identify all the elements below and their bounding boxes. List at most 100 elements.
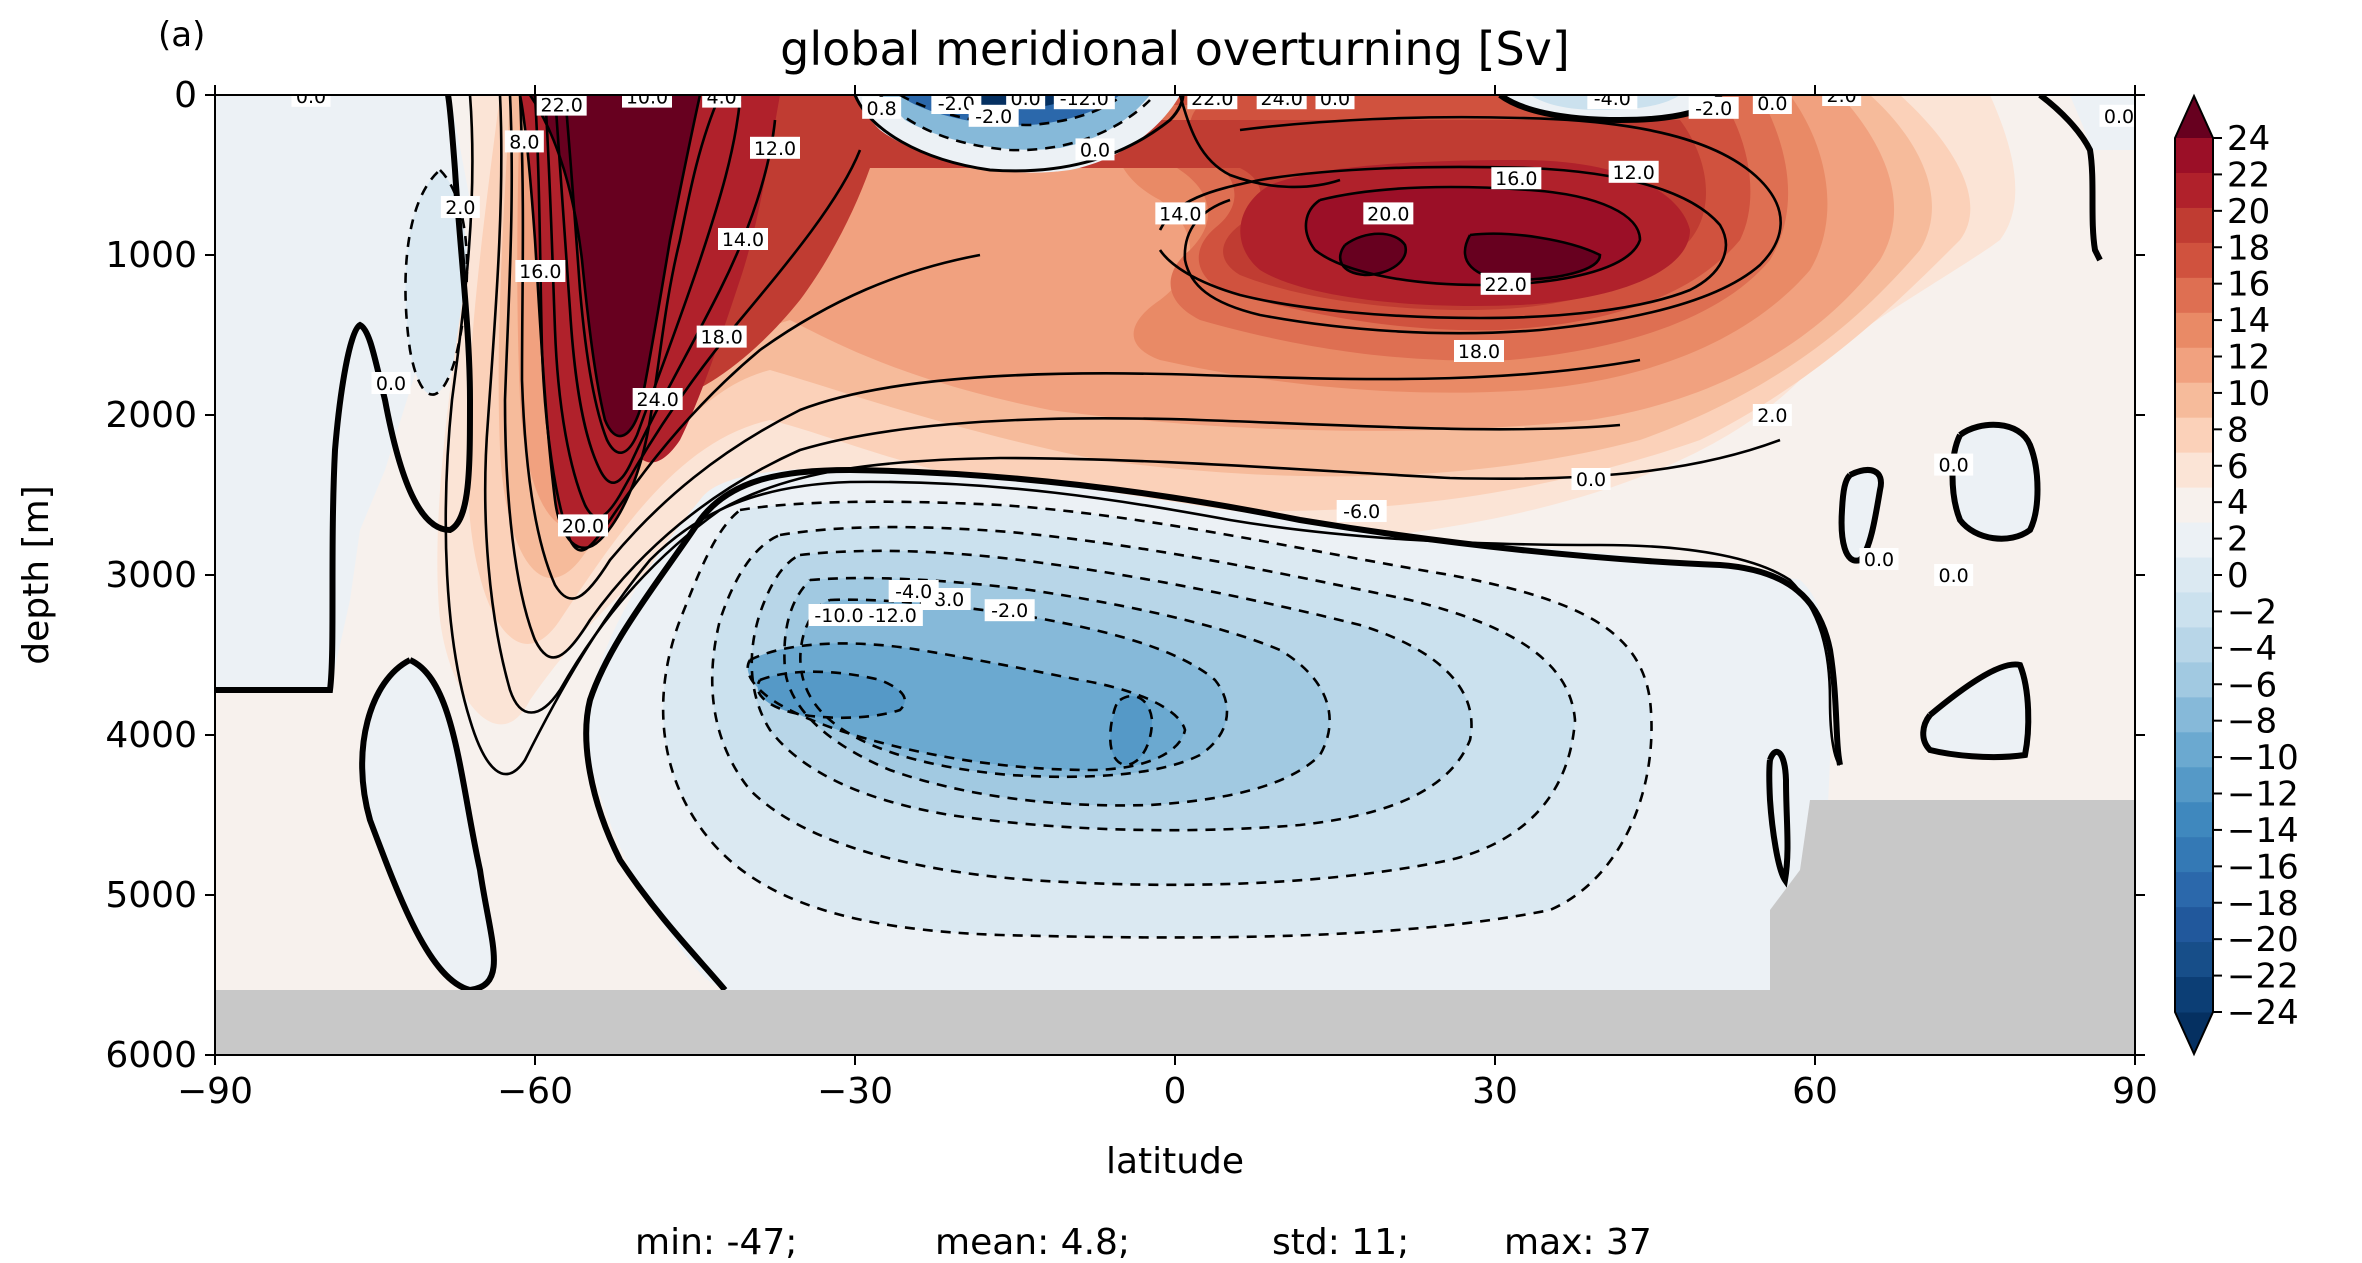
- contour-label: 10.0: [622, 87, 672, 109]
- colorbar-tick-label: 12: [2227, 338, 2270, 378]
- contour-label: -2.0: [968, 104, 1019, 128]
- y-tick-label: 6000: [105, 1035, 197, 1076]
- colorbar-tick-label: −22: [2227, 957, 2299, 997]
- y-axis: 0 1000 2000 3000 4000 5000 6000: [105, 75, 2145, 1076]
- contour-line-aby-2: [661, 500, 1653, 939]
- colorbar-band: [2175, 452, 2213, 489]
- colorbar-tick-label: 2: [2227, 520, 2249, 560]
- colorbar-tick-label: −18: [2227, 884, 2299, 924]
- svg-text:12.0: 12.0: [754, 138, 796, 160]
- svg-text:0.0: 0.0: [296, 86, 326, 108]
- contour-label: 16.0: [1491, 167, 1542, 190]
- colorbar-tick-label: −16: [2227, 847, 2299, 887]
- colorbar-tick-label: −20: [2227, 920, 2299, 960]
- colorbar-band: [2175, 732, 2213, 768]
- colorbar-extend-bottom: [2175, 1012, 2213, 1054]
- contour-line-trop-neg-2: [879, 95, 1151, 152]
- svg-text:2.0: 2.0: [1827, 85, 1857, 107]
- svg-text:2.0: 2.0: [1757, 405, 1787, 427]
- contour-line-aby-6: [750, 549, 1473, 832]
- contour-line-n-island-4: [2038, 95, 2103, 262]
- svg-text:-4.0: -4.0: [1594, 88, 1631, 110]
- svg-text:0.0: 0.0: [2104, 106, 2134, 128]
- colorbar-band: [2175, 977, 2213, 1013]
- svg-text:14.0: 14.0: [722, 229, 764, 251]
- fill-nh-core-22b: [1464, 233, 1600, 280]
- contour-label: 0.0: [1006, 88, 1046, 110]
- contour-label: 0.0: [291, 86, 331, 108]
- stat-min: min: -47;: [635, 1222, 797, 1263]
- y-tick-label: 1000: [105, 235, 197, 276]
- colorbar-band: [2175, 837, 2213, 873]
- svg-text:2.0: 2.0: [445, 197, 475, 219]
- contour-label: 16.0: [515, 260, 566, 283]
- contour-line-nh-20: [1304, 185, 1642, 287]
- y-tick-label: 3000: [105, 555, 197, 596]
- contour-label: 8.0: [504, 130, 544, 153]
- contour-label: 0.0: [1075, 138, 1115, 161]
- contour-line-upper-10: [533, 95, 981, 552]
- colorbar-tick-label: 14: [2227, 301, 2270, 341]
- svg-text:24.0: 24.0: [1261, 88, 1303, 110]
- fill-south-neg-island: [362, 660, 494, 990]
- svg-text:-2.0: -2.0: [975, 106, 1012, 128]
- svg-text:0.0: 0.0: [1939, 565, 1969, 587]
- contour-label: -12.0: [1053, 95, 1115, 110]
- svg-text:22.0: 22.0: [1485, 274, 1527, 296]
- contour-label: -4.0: [1587, 88, 1638, 110]
- contour-line-aby-4: [710, 525, 1577, 887]
- svg-text:-6.0: -6.0: [1343, 501, 1380, 523]
- colorbar-band: [2175, 697, 2213, 733]
- y-tick-label: 5000: [105, 875, 197, 916]
- colorbar-band: [2175, 767, 2213, 803]
- colorbar-band: [2175, 347, 2213, 384]
- y-tick-label: 2000: [105, 395, 197, 436]
- contour-line-nh-2: [1178, 95, 1341, 189]
- svg-text:10.0: 10.0: [626, 87, 668, 109]
- colorbar-tick-label: −8: [2227, 702, 2277, 742]
- fill-south-neg-inner: [405, 170, 467, 395]
- contour-line-nh-8: [1158, 165, 1728, 320]
- contour-label: 2.0: [440, 196, 480, 219]
- contour-label: 0.0: [1859, 548, 1899, 571]
- contour-label: 0.0: [1934, 453, 1974, 477]
- contour-line-upper-4: [483, 95, 1781, 714]
- y-tick-label: 4000: [105, 715, 197, 756]
- contour-line-upper-2: [444, 95, 1842, 776]
- colorbar-tick-label: −2: [2227, 592, 2277, 632]
- colorbar-band: [2175, 382, 2213, 419]
- svg-text:-2.0: -2.0: [938, 93, 975, 115]
- colorbar-band: [2175, 312, 2213, 349]
- colorbar-band: [2175, 802, 2213, 838]
- contour-line-nh-22a: [1339, 232, 1408, 277]
- colorbar: 242220181614121086420−2−4−6−8−10−12−14−1…: [2174, 93, 2299, 1057]
- contour-label: 0.8: [862, 96, 902, 120]
- colorbar-tick-label: −24: [2227, 993, 2299, 1033]
- colorbar-tick-label: 22: [2227, 155, 2270, 195]
- svg-text:18.0: 18.0: [701, 327, 743, 349]
- contour-label: 22.0: [536, 95, 587, 117]
- chart-title: global meridional overturning [Sv]: [780, 22, 1570, 76]
- contour-label: -2.0: [931, 93, 982, 115]
- contour-label: 2.0: [1822, 85, 1862, 107]
- contour-line-n-island-3: [1920, 661, 2032, 761]
- contour-label: 22.0: [1187, 95, 1238, 110]
- fill-n-island-2: [1952, 424, 2038, 539]
- contour-line-n-strip-5: [1766, 748, 1791, 888]
- contour-label: 0.0: [1752, 95, 1792, 115]
- contour-label: 0.0: [1315, 95, 1355, 110]
- colorbar-tick-label: 24: [2227, 119, 2270, 159]
- stat-std: std: 11;: [1272, 1222, 1409, 1263]
- stat-mean: mean: 4.8;: [935, 1222, 1130, 1263]
- svg-text:24.0: 24.0: [637, 389, 679, 411]
- contour-label: 20.0: [558, 514, 608, 537]
- colorbar-tick-label: 0: [2227, 556, 2249, 596]
- x-tick-label: −30: [817, 1071, 893, 1112]
- svg-text:0.0: 0.0: [376, 373, 406, 395]
- svg-text:0.8: 0.8: [867, 98, 897, 120]
- contour-label: 4.0: [702, 95, 742, 109]
- svg-text:0.0: 0.0: [1011, 88, 1041, 110]
- contour-label: 14.0: [1155, 202, 1206, 225]
- colorbar-band: [2175, 487, 2213, 524]
- x-tick-label: 30: [1472, 1071, 1518, 1112]
